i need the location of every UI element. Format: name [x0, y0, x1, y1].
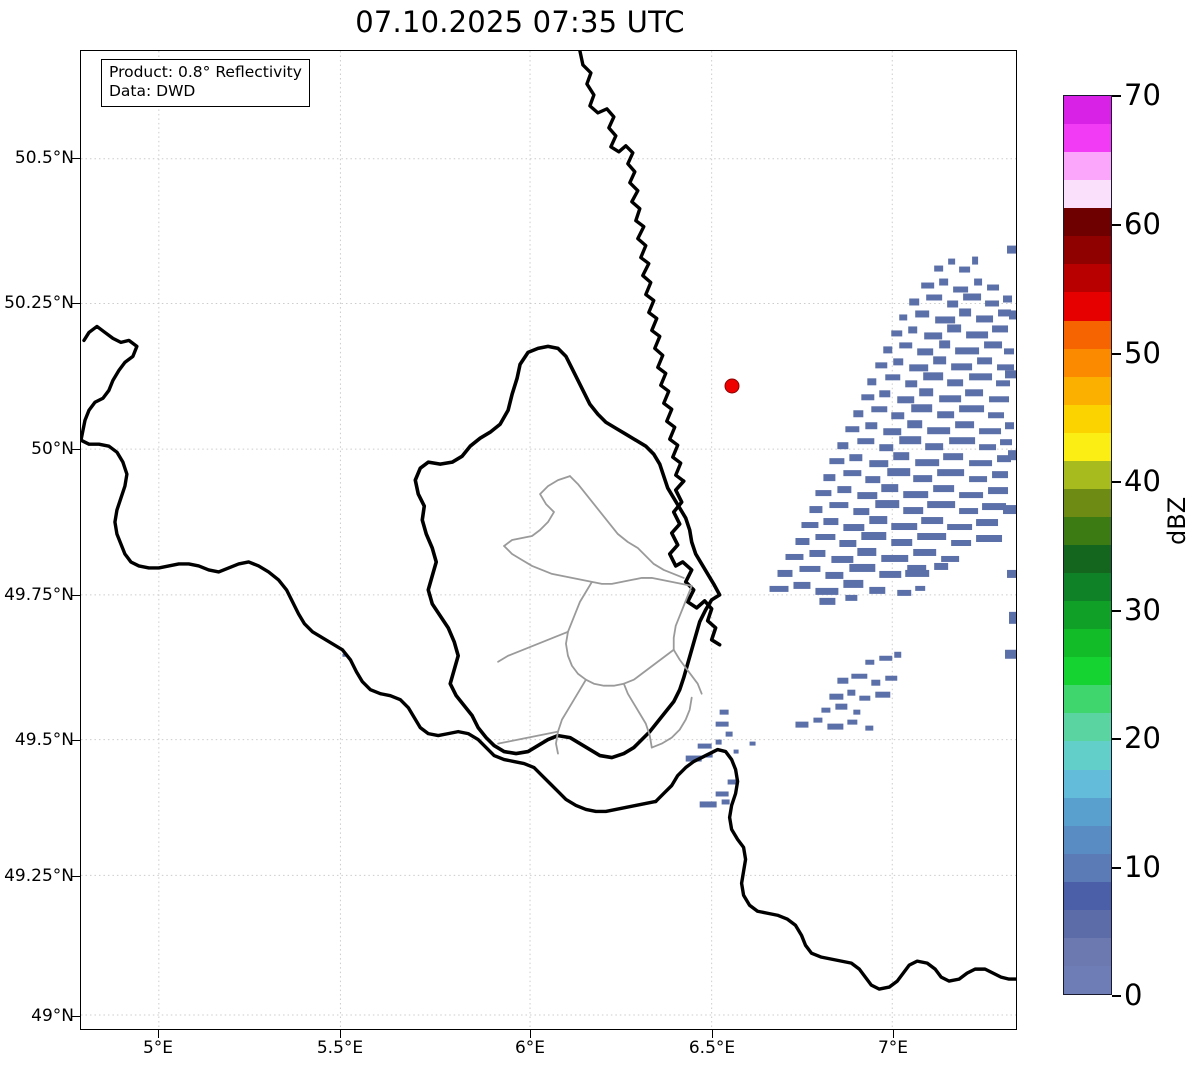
colorbar-band-26	[1064, 825, 1111, 854]
x-tick-label-6-5e: 6.5°E	[688, 1038, 736, 1058]
colorbar-band-8	[1064, 320, 1111, 349]
colorbar-band-11	[1064, 404, 1111, 433]
colorbar-label-40: 40	[1124, 464, 1161, 498]
y-tick-label-50-25: 50.25°N	[4, 293, 74, 313]
colorbar-title: dBZ	[1163, 496, 1191, 545]
colorbar-band-21	[1064, 685, 1111, 714]
y-tick-mark	[72, 303, 80, 305]
colorbar-tick-30	[1112, 610, 1121, 612]
luxembourg-canton-borders	[497, 475, 703, 755]
colorbar-band-28	[1064, 881, 1111, 910]
x-tick-label-5e: 5°E	[142, 1038, 174, 1058]
map-canvas	[81, 51, 1016, 1029]
colorbar-band-17	[1064, 573, 1111, 602]
colorbar-tick-60	[1112, 224, 1121, 226]
colorbar-band-25	[1064, 797, 1111, 826]
border-luxembourg-germany	[667, 479, 722, 647]
colorbar-band-7	[1064, 292, 1111, 321]
colorbar-band-2	[1064, 152, 1111, 181]
colorbar-label-30: 30	[1124, 593, 1161, 627]
colorbar-label-0: 0	[1124, 978, 1143, 1012]
x-tick-mark	[712, 1030, 714, 1038]
colorbar-band-31	[1064, 965, 1111, 994]
colorbar-band-20	[1064, 657, 1111, 686]
colorbar-label-20: 20	[1124, 721, 1161, 755]
y-tick-mark	[72, 158, 80, 160]
y-tick-mark	[72, 595, 80, 597]
x-tick-label-7e: 7°E	[877, 1038, 909, 1058]
x-tick-label-6e: 6°E	[514, 1038, 546, 1058]
colorbar-band-10	[1064, 376, 1111, 405]
y-tick-mark	[72, 740, 80, 742]
x-tick-mark	[158, 1030, 160, 1038]
y-tick-mark	[72, 1016, 80, 1018]
colorbar-label-70: 70	[1124, 78, 1161, 112]
colorbar-tick-0	[1112, 995, 1121, 997]
colorbar-tick-50	[1112, 353, 1121, 355]
x-tick-label-5-5e: 5.5°E	[316, 1038, 364, 1058]
colorbar-label-50: 50	[1124, 336, 1161, 370]
echo-scattered-south	[342, 585, 926, 808]
y-tick-label-49-25: 49.25°N	[4, 866, 74, 886]
colorbar-tick-40	[1112, 481, 1121, 483]
y-tick-label-49-5: 49.5°N	[14, 730, 74, 750]
colorbar-band-13	[1064, 460, 1111, 489]
echo-southwest-tail	[769, 547, 960, 605]
border-luxembourg	[413, 344, 722, 760]
y-tick-label-50-5: 50.5°N	[14, 148, 74, 168]
colorbar-label-10: 10	[1124, 850, 1161, 884]
colorbar-band-22	[1064, 713, 1111, 742]
grid-lines	[81, 51, 1016, 1029]
info-box: Product: 0.8° Reflectivity Data: DWD	[101, 59, 310, 107]
colorbar-band-23	[1064, 741, 1111, 770]
border-belgium-germany	[578, 51, 686, 483]
colorbar-band-5	[1064, 236, 1111, 265]
x-tick-mark	[893, 1030, 895, 1038]
x-tick-mark	[530, 1030, 532, 1038]
border-france-germany	[654, 747, 1016, 991]
colorbar-band-16	[1064, 545, 1111, 574]
echo-east-edge	[1003, 245, 1016, 659]
colorbar-band-18	[1064, 601, 1111, 630]
radar-site-marker[interactable]	[724, 378, 740, 394]
colorbar-band-1	[1064, 124, 1111, 153]
y-tick-label-49: 49°N	[31, 1006, 74, 1026]
border-belgium-france	[81, 324, 658, 814]
colorbar-band-24	[1064, 769, 1111, 798]
y-tick-mark	[72, 449, 80, 451]
radar-plot-area[interactable]: Product: 0.8° Reflectivity Data: DWD	[80, 50, 1017, 1030]
colorbar-band-15	[1064, 516, 1111, 545]
colorbar-band-9	[1064, 348, 1111, 377]
colorbar-band-6	[1064, 264, 1111, 293]
colorbar-band-4	[1064, 208, 1111, 237]
colorbar-band-29	[1064, 909, 1111, 938]
y-tick-mark	[72, 876, 80, 878]
info-product: Product: 0.8° Reflectivity	[109, 63, 302, 81]
radar-echo-layer	[342, 245, 1016, 808]
colorbar-band-27	[1064, 853, 1111, 882]
echo-main-band	[795, 256, 1015, 547]
x-tick-mark	[340, 1030, 342, 1038]
colorbar-band-3	[1064, 180, 1111, 209]
colorbar-label-60: 60	[1124, 207, 1161, 241]
page-title: 07.10.2025 07:35 UTC	[355, 5, 685, 39]
y-tick-label-50: 50°N	[31, 439, 74, 459]
colorbar-tick-20	[1112, 738, 1121, 740]
colorbar-band-0	[1064, 96, 1111, 125]
y-tick-label-49-75: 49.75°N	[4, 585, 74, 605]
colorbar-band-14	[1064, 488, 1111, 517]
colorbar[interactable]	[1063, 95, 1112, 995]
colorbar-tick-70	[1112, 95, 1121, 97]
colorbar-band-19	[1064, 629, 1111, 658]
colorbar-band-30	[1064, 937, 1111, 966]
info-data-source: Data: DWD	[109, 82, 196, 101]
colorbar-band-12	[1064, 432, 1111, 461]
colorbar-tick-10	[1112, 867, 1121, 869]
